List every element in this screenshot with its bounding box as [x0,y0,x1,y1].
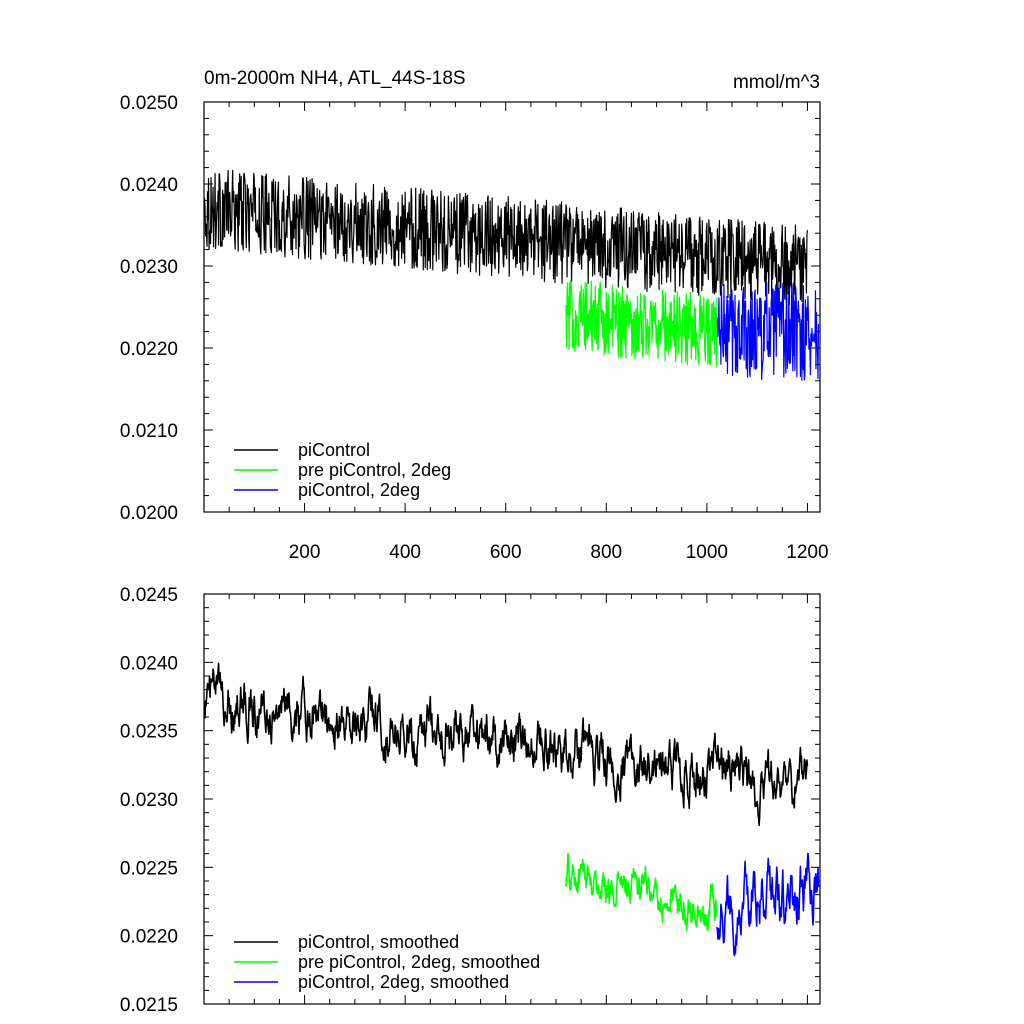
series-line-picontrol-smoothed [203,662,809,827]
bottom-axis-ticks: 0.0215 0.0220 0.0225 0.0230 0.0235 0.0240 0.02… [120,585,820,1016]
y-tick-label: 0.0250 [120,93,178,114]
chart-title: 0m-2000m NH4, ATL_44S-18S [204,68,466,89]
y-tick-label: 0.0210 [120,421,178,442]
series-line-pre-picontrol-2deg-smoothed [565,852,718,932]
top-series-group [203,169,820,382]
y-tick-label: 0.0240 [120,653,178,674]
top-chart-panel: 0m-2000m NH4, ATL_44S-18S mmol/m^3 0.020… [120,68,829,563]
series-line-picontrol [203,169,809,306]
x-tick-label: 600 [490,542,522,563]
legend-label-picontrol-2deg-smoothed: piControl, 2deg, smoothed [298,972,509,992]
top-axis-ticks: 0.0200 0.0210 0.0220 0.0230 0.0240 0.0250 200 4… [120,93,829,563]
y-tick-label: 0.0215 [120,995,178,1016]
y-tick-label: 0.0220 [120,927,178,948]
y-tick-label: 0.0200 [120,503,178,524]
y-tick-label: 0.0230 [120,257,178,278]
x-tick-label: 800 [590,542,622,563]
legend-label-pre-picontrol-2deg: pre piControl, 2deg [298,460,451,480]
legend-label-picontrol-smoothed: piControl, smoothed [298,932,459,952]
legend-label-picontrol-2deg: piControl, 2deg [298,480,420,500]
y-tick-label: 0.0230 [120,790,178,811]
y-tick-label: 0.0225 [120,858,178,879]
units-label: mmol/m^3 [733,72,820,93]
series-line-picontrol-2deg-smoothed [716,852,820,957]
y-tick-label: 0.0245 [120,585,178,606]
legend-label-pre-picontrol-2deg-smoothed: pre piControl, 2deg, smoothed [298,952,540,972]
bottom-legend: piControl, smoothed pre piControl, 2deg,… [234,932,540,992]
x-tick-label: 400 [389,542,421,563]
x-tick-label: 200 [289,542,321,563]
series-line-pre-picontrol-2deg [565,279,718,367]
series-line-picontrol-2deg [716,282,820,382]
y-tick-label: 0.0240 [120,175,178,196]
y-tick-label: 0.0220 [120,339,178,360]
top-legend: piControl pre piControl, 2deg piControl,… [234,440,451,500]
x-tick-label: 1000 [686,542,728,563]
legend-label-picontrol: piControl [298,440,370,460]
y-tick-label: 0.0235 [120,722,178,743]
x-tick-label: 1200 [786,542,828,563]
bottom-series-group [203,662,820,957]
bottom-plot-frame [203,593,821,1005]
bottom-chart-panel: 0.0215 0.0220 0.0225 0.0230 0.0235 0.0240 0.02… [120,585,821,1016]
top-plot-frame [203,101,821,513]
